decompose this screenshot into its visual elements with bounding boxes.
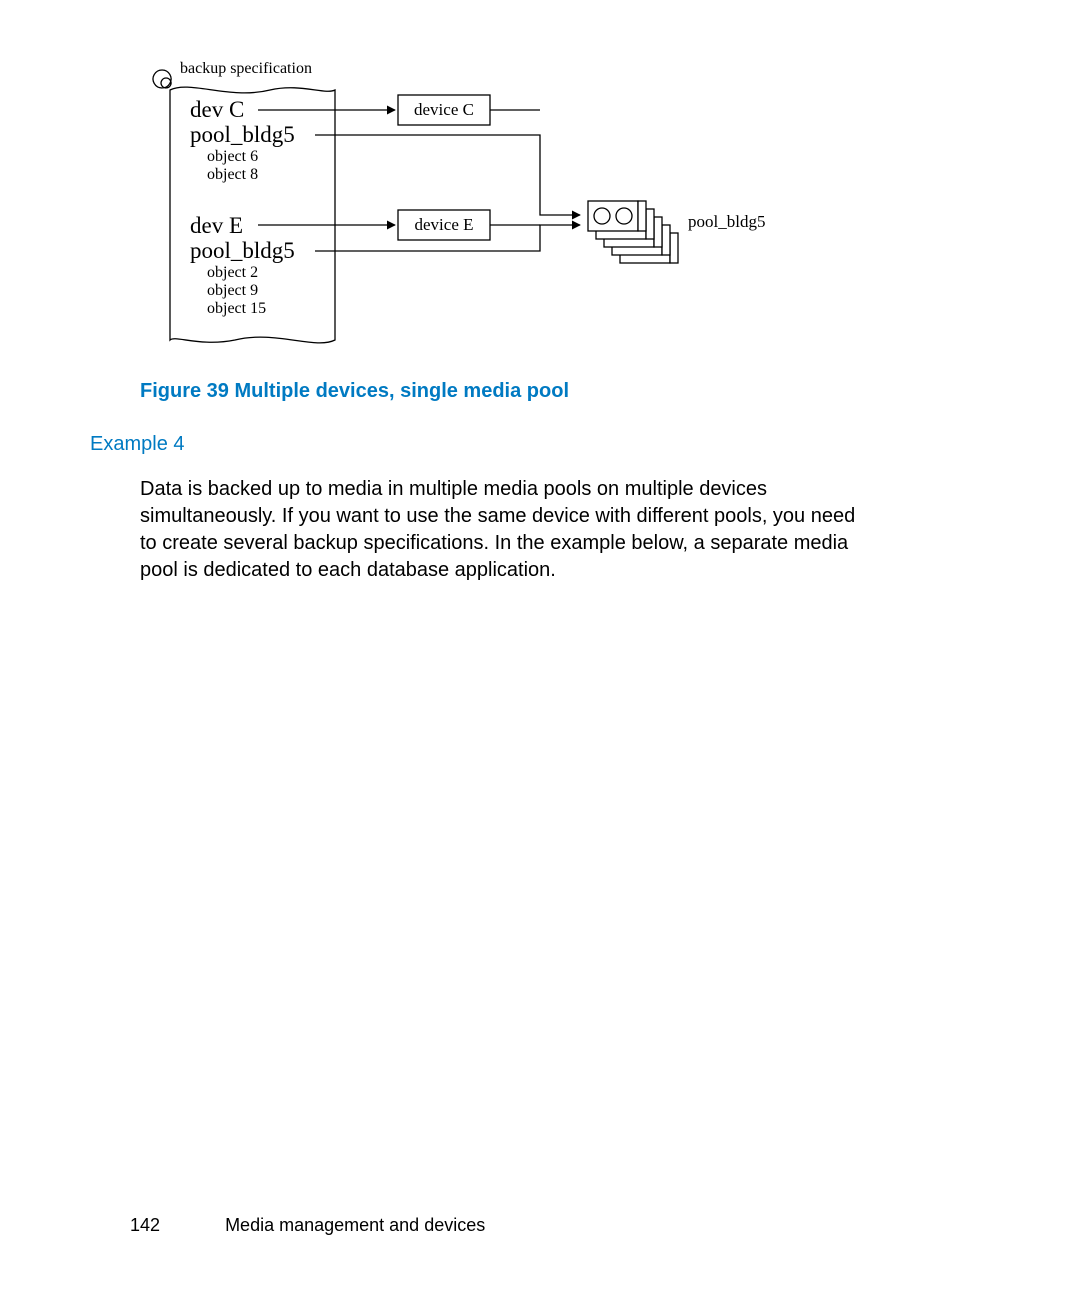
path-spec1-pool (315, 135, 580, 215)
section-title: Media management and devices (225, 1215, 485, 1235)
backup-spec-label: backup specification (180, 60, 312, 77)
spec2-obj1: object 9 (207, 282, 258, 299)
example-label: Example 4 (90, 433, 950, 456)
page: backup specification dev C pool_bldg5 ob… (0, 0, 1080, 1296)
devicec-label: device C (414, 100, 474, 119)
spec1-obj1: object 8 (207, 166, 258, 183)
spec1-pool: pool_bldg5 (190, 122, 295, 147)
spec2-pool: pool_bldg5 (190, 238, 295, 263)
spec2-dev: dev E (190, 213, 243, 238)
spec1-dev: dev C (190, 97, 244, 122)
pool-stack (588, 201, 678, 263)
body-text: Data is backed up to media in multiple m… (140, 476, 860, 584)
figure-caption: Figure 39 Multiple devices, single media… (140, 380, 950, 403)
pool-label: pool_bldg5 (688, 212, 765, 231)
page-number: 142 (130, 1215, 160, 1236)
spec2-obj0: object 2 (207, 264, 258, 281)
spec1-obj0: object 6 (207, 148, 258, 165)
page-footer: 142 Media management and devices (130, 1215, 950, 1236)
diagram-svg: backup specification dev C pool_bldg5 ob… (140, 55, 780, 355)
devicee-label: device E (415, 215, 474, 234)
diagram-container: backup specification dev C pool_bldg5 ob… (140, 55, 780, 360)
spec2-obj2: object 15 (207, 300, 266, 317)
